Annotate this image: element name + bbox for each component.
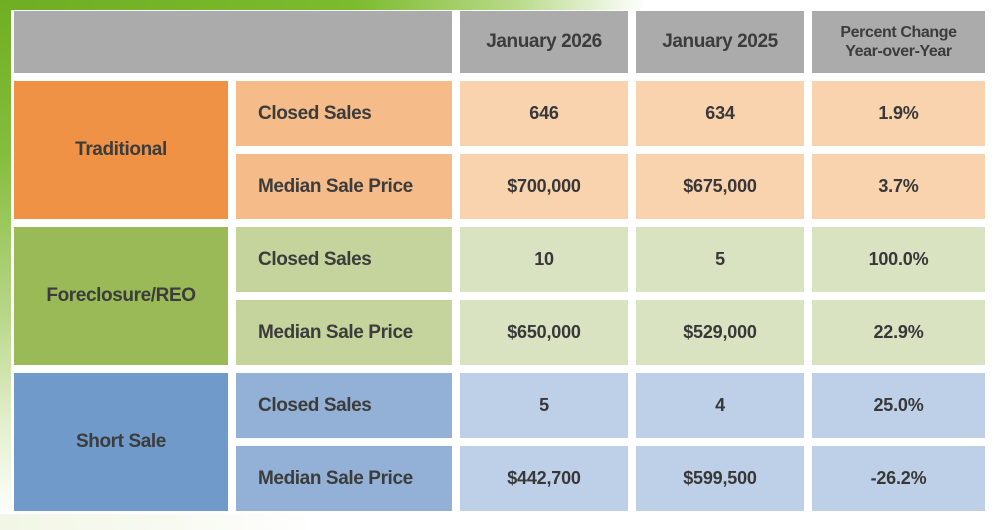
foreclosure-closed-sales-2026: 10 xyxy=(460,227,628,292)
percent-change-line2: Year-over-Year xyxy=(845,43,952,60)
category-short-sale: Short Sale xyxy=(14,373,228,511)
foreclosure-closed-sales-2025: 5 xyxy=(636,227,804,292)
shortsale-closed-sales-change: 25.0% xyxy=(812,373,985,438)
traditional-median-price-label: Median Sale Price xyxy=(236,154,452,219)
shortsale-median-price-label: Median Sale Price xyxy=(236,446,452,511)
foreclosure-median-price-2026: $650,000 xyxy=(460,300,628,365)
shortsale-closed-sales-2025: 4 xyxy=(636,373,804,438)
column-header-january-2025: January 2025 xyxy=(636,11,804,73)
sales-comparison-table: January 2026 January 2025 Percent Change… xyxy=(14,11,985,511)
column-header-january-2026: January 2026 xyxy=(460,11,628,73)
traditional-median-price-change: 3.7% xyxy=(812,154,985,219)
category-foreclosure-reo: Foreclosure/REO xyxy=(14,227,228,365)
foreclosure-median-price-change: 22.9% xyxy=(812,300,985,365)
category-traditional: Traditional xyxy=(14,81,228,219)
traditional-closed-sales-2025: 634 xyxy=(636,81,804,146)
traditional-closed-sales-change: 1.9% xyxy=(812,81,985,146)
column-header-percent-change: Percent Change Year-over-Year xyxy=(812,11,985,73)
traditional-closed-sales-2026: 646 xyxy=(460,81,628,146)
traditional-median-price-2025: $675,000 xyxy=(636,154,804,219)
green-frame-left xyxy=(0,0,11,520)
traditional-median-price-2026: $700,000 xyxy=(460,154,628,219)
foreclosure-closed-sales-change: 100.0% xyxy=(812,227,985,292)
traditional-closed-sales-label: Closed Sales xyxy=(236,81,452,146)
foreclosure-closed-sales-label: Closed Sales xyxy=(236,227,452,292)
shortsale-closed-sales-label: Closed Sales xyxy=(236,373,452,438)
green-frame-fade xyxy=(0,514,320,530)
header-corner-blank xyxy=(14,11,452,73)
green-frame-top xyxy=(0,0,645,10)
percent-change-line1: Percent Change xyxy=(840,23,957,41)
shortsale-median-price-2026: $442,700 xyxy=(460,446,628,511)
shortsale-median-price-change: -26.2% xyxy=(812,446,985,511)
shortsale-closed-sales-2026: 5 xyxy=(460,373,628,438)
foreclosure-median-price-label: Median Sale Price xyxy=(236,300,452,365)
foreclosure-median-price-2025: $529,000 xyxy=(636,300,804,365)
shortsale-median-price-2025: $599,500 xyxy=(636,446,804,511)
